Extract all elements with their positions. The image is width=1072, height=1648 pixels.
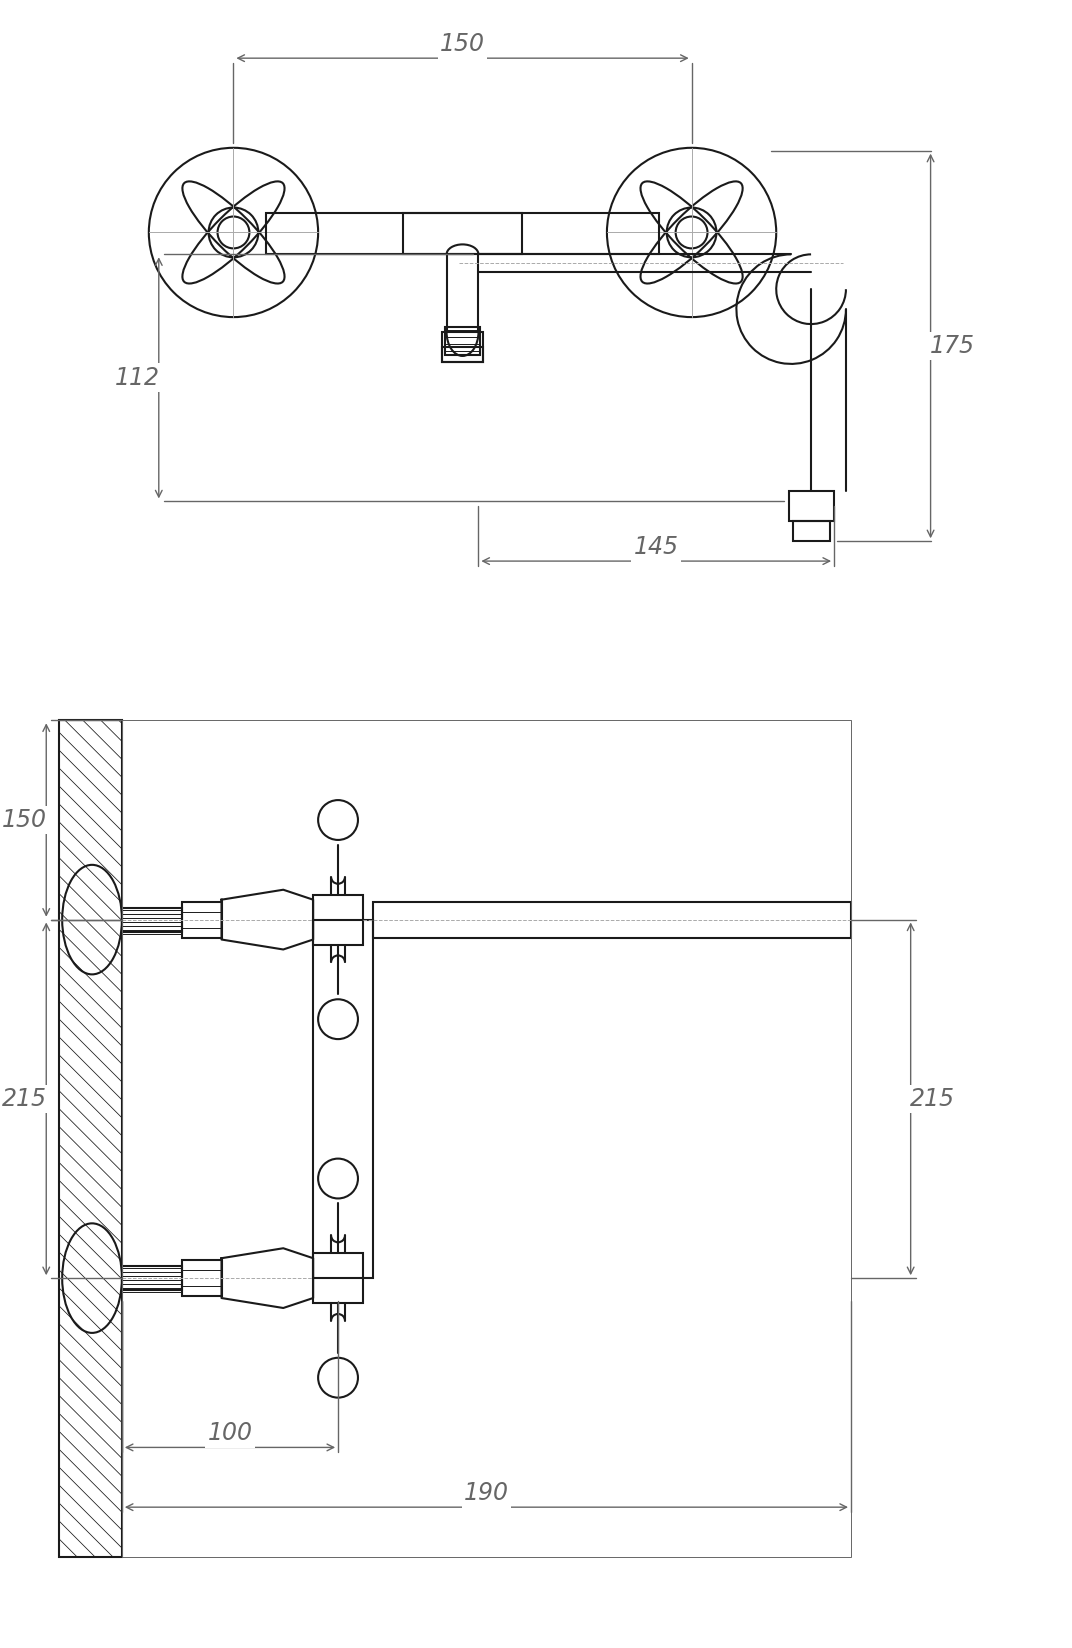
Bar	[403, 213, 522, 254]
Bar	[313, 1252, 363, 1304]
Text: 112: 112	[115, 366, 160, 391]
Text: 215: 215	[2, 1088, 47, 1111]
Bar	[181, 1261, 222, 1295]
Bar	[313, 895, 363, 944]
Bar	[122, 720, 851, 1557]
Text: 175: 175	[930, 335, 976, 358]
Bar	[181, 901, 222, 938]
Bar	[122, 1266, 181, 1290]
Text: 150: 150	[2, 808, 47, 832]
Bar	[442, 331, 483, 363]
Bar	[789, 491, 834, 521]
Text: 215: 215	[910, 1088, 955, 1111]
Bar	[122, 908, 181, 931]
Text: 150: 150	[440, 33, 485, 56]
Bar	[59, 720, 122, 1557]
Bar	[442, 348, 483, 363]
Text: 145: 145	[634, 536, 679, 559]
Polygon shape	[222, 1248, 313, 1309]
Bar	[373, 901, 851, 938]
Bar	[445, 326, 480, 354]
Polygon shape	[222, 890, 313, 949]
Bar	[793, 521, 830, 541]
Text: 190: 190	[464, 1482, 509, 1505]
Text: 100: 100	[208, 1422, 253, 1445]
Bar	[313, 920, 373, 1279]
Bar	[266, 213, 658, 254]
